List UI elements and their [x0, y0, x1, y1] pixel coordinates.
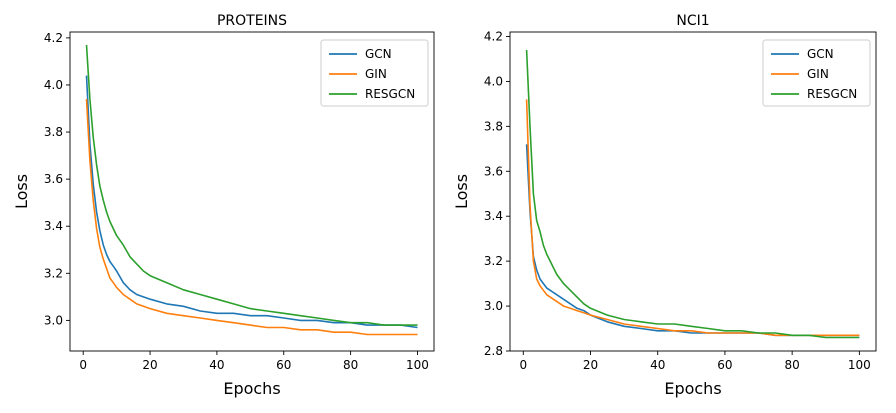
x-tick-label: 60	[276, 358, 291, 372]
y-tick-label: 3.4	[484, 209, 503, 223]
legend: GCN GIN RESGCN	[320, 39, 429, 107]
chart-proteins: PROTEINS 0 20 40 60 80 100 3.0 3.2 3.4 3.6 3.8 4.0 4.…	[12, 13, 435, 398]
y-tick-label: 3.2	[484, 254, 503, 268]
x-tick-label: 0	[79, 358, 87, 372]
y-tick-label: 3.2	[44, 266, 63, 280]
chart-title: PROTEINS	[217, 13, 287, 29]
x-axis-label: Epochs	[223, 379, 280, 398]
legend-label-gin: GIN	[365, 67, 387, 81]
x-tick-label: 40	[650, 358, 665, 372]
legend-label-resgcn: RESGCN	[365, 87, 415, 101]
y-tick-label: 4.0	[44, 78, 63, 92]
series-line-resgcn	[525, 49, 860, 339]
y-tick-label: 4.2	[44, 31, 63, 45]
legend-box	[320, 39, 429, 107]
plot-frame	[69, 31, 435, 352]
x-tick-label: 20	[583, 358, 598, 372]
legend: GCN GIN RESGCN	[762, 39, 871, 107]
y-axis-label: Loss	[452, 174, 471, 209]
y-tick-label: 4.2	[484, 29, 503, 43]
y-tick-label: 4.0	[484, 74, 503, 88]
x-tick-label: 60	[717, 358, 732, 372]
series-line-gin	[525, 99, 860, 337]
x-tick-label: 80	[343, 358, 358, 372]
y-tick-label: 3.6	[484, 164, 503, 178]
y-tick-label: 2.8	[484, 344, 503, 358]
y-tick-label: 3.8	[44, 125, 63, 139]
legend-label-gin: GIN	[807, 67, 829, 81]
x-tick-label: 0	[519, 358, 527, 372]
y-tick-label: 3.0	[44, 313, 63, 327]
x-axis-label: Epochs	[664, 379, 721, 398]
y-tick-label: 3.4	[44, 219, 63, 233]
legend-label-gcn: GCN	[807, 47, 834, 61]
y-tick-label: 3.8	[484, 119, 503, 133]
legend-box	[762, 39, 871, 107]
x-tick-label: 20	[142, 358, 157, 372]
legend-label-gcn: GCN	[365, 47, 392, 61]
series-line-resgcn	[85, 44, 418, 326]
y-axis-label: Loss	[12, 174, 31, 209]
series-line-gin	[85, 99, 418, 336]
y-tick-label: 3.6	[44, 172, 63, 186]
chart-nci1: NCI1 0 20 40 60 80 100 2.8 3.0 3.2 3.4 3.6 3.8 4.0 4.2…	[452, 13, 877, 398]
series-line-gcn	[85, 75, 418, 329]
x-tick-label: 80	[785, 358, 800, 372]
legend-label-resgcn: RESGCN	[807, 87, 857, 101]
y-tick-label: 3.0	[484, 299, 503, 313]
x-tick-label: 40	[209, 358, 224, 372]
chart-title: NCI1	[676, 13, 709, 29]
plot-frame	[509, 31, 877, 352]
x-tick-label: 100	[406, 358, 429, 372]
x-tick-label: 100	[848, 358, 871, 372]
